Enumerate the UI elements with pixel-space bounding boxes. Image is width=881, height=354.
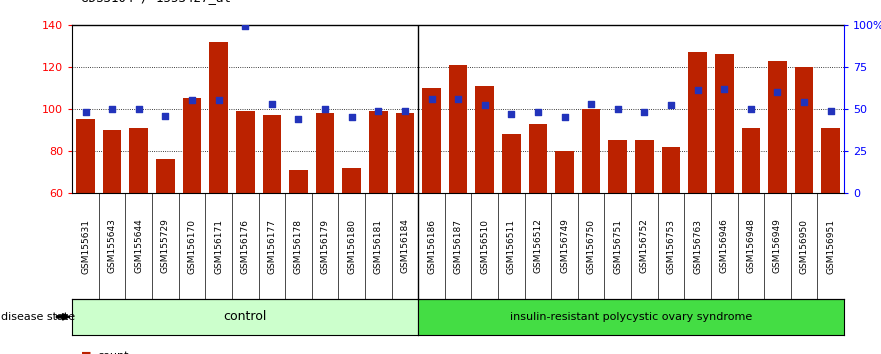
Text: GSM156751: GSM156751 [613,218,622,274]
Point [132,106,146,112]
Text: GSM156176: GSM156176 [241,218,249,274]
Point [797,99,811,105]
Text: GSM156763: GSM156763 [693,218,702,274]
Point [584,101,598,107]
Bar [714,54,734,193]
Point [558,114,572,120]
Point [637,109,651,115]
Text: insulin-resistant polycystic ovary syndrome: insulin-resistant polycystic ovary syndr… [510,312,752,322]
Bar [821,128,840,193]
Point [611,106,625,112]
Point [238,24,252,29]
Point [398,108,412,113]
Text: GSM156177: GSM156177 [267,218,277,274]
Point [770,89,784,95]
Bar [529,124,547,193]
Text: GSM156184: GSM156184 [400,218,410,274]
Point [691,87,705,93]
Text: disease state: disease state [1,312,75,322]
Text: GSM155644: GSM155644 [134,219,144,273]
Bar [236,111,255,193]
Point [265,101,279,107]
Point [425,96,439,102]
Bar [263,115,281,193]
Point [78,109,93,115]
Bar [182,98,202,193]
Point [344,114,359,120]
Bar [662,147,680,193]
Bar [77,119,95,193]
Text: GSM156187: GSM156187 [454,218,463,274]
Text: ■: ■ [81,351,92,354]
Bar [343,168,361,193]
Point [105,106,119,112]
Text: GSM156951: GSM156951 [826,218,835,274]
Point [664,103,678,108]
Bar [609,141,627,193]
Bar [448,65,468,193]
Point [504,111,518,117]
Text: GSM156510: GSM156510 [480,218,489,274]
Bar [635,141,654,193]
Bar [156,159,174,193]
Text: GSM156179: GSM156179 [321,218,329,274]
Text: GSM156949: GSM156949 [773,218,782,274]
Text: GSM156750: GSM156750 [587,218,596,274]
Bar [210,41,228,193]
Bar [289,170,307,193]
Bar [555,151,574,193]
Bar [502,134,521,193]
Point [531,109,545,115]
Text: GSM156170: GSM156170 [188,218,196,274]
Point [451,96,465,102]
Bar [476,86,494,193]
Text: GSM156511: GSM156511 [507,218,516,274]
Point [292,116,306,122]
Text: control: control [224,310,267,323]
Point [824,108,838,113]
Text: GSM155643: GSM155643 [107,218,116,274]
Text: GSM156186: GSM156186 [427,218,436,274]
Text: GSM156946: GSM156946 [720,218,729,274]
Text: GSM156178: GSM156178 [294,218,303,274]
Bar [768,61,787,193]
Text: GSM156950: GSM156950 [800,218,809,274]
Point [744,106,758,112]
Point [371,108,385,113]
Bar [315,113,335,193]
Text: GSM156512: GSM156512 [534,218,543,274]
Text: GSM156948: GSM156948 [746,218,755,274]
Text: GSM155729: GSM155729 [161,218,170,274]
Bar [422,88,440,193]
Point [478,103,492,108]
Bar [581,109,601,193]
Point [159,113,173,118]
Text: GSM156180: GSM156180 [347,218,356,274]
Text: GSM156181: GSM156181 [374,218,382,274]
Point [211,98,226,103]
Bar [130,128,148,193]
Text: GSM156749: GSM156749 [560,218,569,274]
Point [185,98,199,103]
Text: GSM156171: GSM156171 [214,218,223,274]
Bar [795,67,813,193]
Text: GSM155631: GSM155631 [81,218,90,274]
Bar [369,111,388,193]
Text: GSM156753: GSM156753 [667,218,676,274]
Bar [742,128,760,193]
Point [318,106,332,112]
Text: count: count [97,351,129,354]
Point [717,86,731,91]
Bar [688,52,707,193]
Bar [103,130,122,193]
Bar [396,113,414,193]
Text: GDS3104 / 1553427_at: GDS3104 / 1553427_at [81,0,231,4]
Text: GSM156752: GSM156752 [640,218,649,274]
